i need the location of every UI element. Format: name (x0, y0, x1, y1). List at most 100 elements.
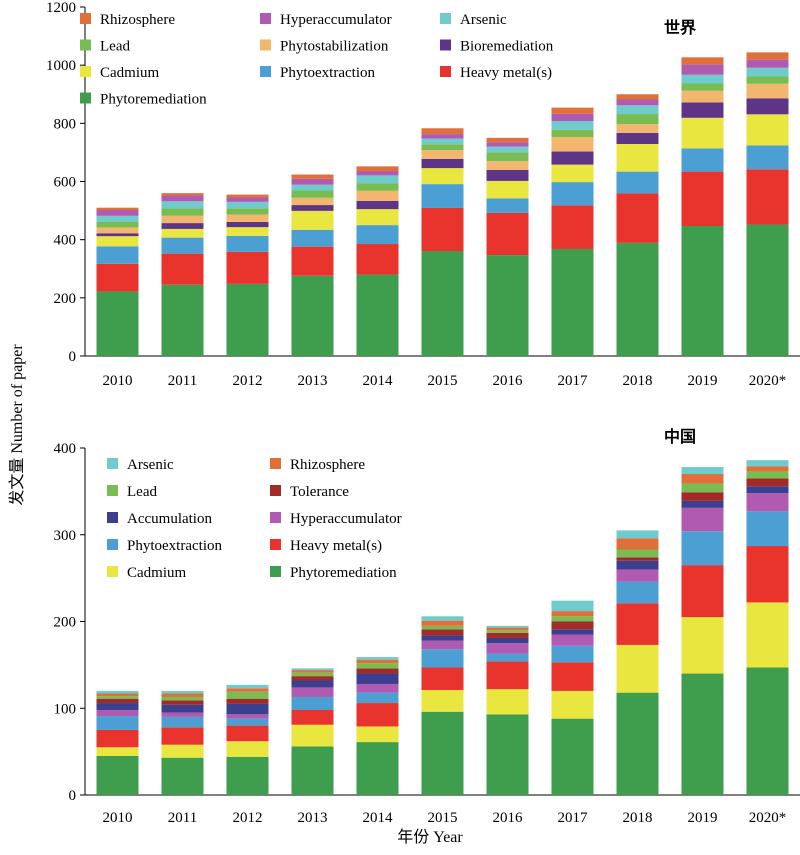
bar-segment-lead (422, 626, 464, 629)
bar-segment-phytoextraction (487, 654, 529, 662)
legend-item: Heavy metal(s) (440, 65, 552, 81)
bar-segment-arsenic (552, 121, 594, 130)
bar-segment-tolerance (487, 633, 529, 638)
bar-segment-accumulation (617, 561, 659, 570)
legend-swatch (270, 485, 281, 496)
x-tick-label: 2011 (168, 373, 197, 389)
bar-segment-phytostabilization (552, 137, 594, 152)
bar-segment-phytoremediation (227, 284, 269, 356)
bar-segment-lead (422, 144, 464, 150)
bar-segment-lead (292, 191, 334, 198)
bar-segment-phytoextraction (97, 246, 139, 263)
legend-label: Phytoremediation (290, 565, 397, 581)
bar-segment-hyperaccumulator (747, 60, 789, 68)
bar-segment-cadmium (682, 118, 724, 149)
bar-segment-phytoremediation (682, 226, 724, 356)
x-tick-label: 2013 (298, 373, 328, 389)
legend-label: Lead (127, 484, 157, 500)
bar-segment-cadmium (617, 144, 659, 172)
bar-segment-cadmium (552, 691, 594, 719)
bar-segment-cadmium (97, 236, 139, 246)
bar-segment-phytoextraction (422, 184, 464, 208)
bar-segment-rhizosphere (552, 611, 594, 616)
legend-item: Hyperaccumulator (270, 511, 402, 527)
bar-segment-phytoremediation (422, 712, 464, 795)
x-tick-label: 2019 (688, 373, 718, 389)
bar-segment-phytoextraction (162, 238, 204, 254)
bar-segment-phytostabilization (682, 91, 724, 103)
bar-segment-lead (487, 152, 529, 161)
x-tick-label: 2014 (363, 373, 394, 389)
bar-segment-phytoremediation (682, 674, 724, 795)
bar-segment-accumulation (552, 629, 594, 634)
bar-segment-lead (97, 696, 139, 699)
bar-segment-phytoremediation (292, 276, 334, 356)
legend-item: Phytostabilization (260, 39, 389, 55)
bar-segment-hyperaccumulator (747, 493, 789, 511)
y-tick-label: 600 (54, 175, 77, 191)
x-tick-label: 2017 (558, 810, 589, 826)
bar-segment-heavy-metal-s- (487, 213, 529, 255)
bar-segment-tolerance (747, 478, 789, 486)
bar-segment-heavy-metal-s- (162, 727, 204, 744)
bar-segment-phytoremediation (162, 758, 204, 795)
x-tick-label: 2015 (428, 373, 458, 389)
legend-label: Bioremediation (460, 39, 554, 55)
y-axis-label: 发文量 Number of paper (8, 344, 26, 506)
legend-item: Lead (107, 484, 157, 500)
bar-segment-tolerance (162, 700, 204, 704)
bar-segment-hyperaccumulator (422, 134, 464, 138)
legend-swatch (270, 566, 281, 577)
bar-segment-bioremediation (487, 170, 529, 181)
legend-item: Cadmium (80, 65, 159, 81)
y-tick-label: 300 (54, 528, 77, 544)
bar-segment-rhizosphere (487, 138, 529, 142)
legend-label: Rhizosphere (290, 457, 365, 473)
bar-segment-rhizosphere (747, 52, 789, 59)
bar-segment-phytoremediation (552, 719, 594, 795)
bar-segment-rhizosphere (227, 195, 269, 198)
bar-segment-cadmium (162, 229, 204, 238)
x-axis-label: 年份 Year (397, 828, 463, 846)
bar-segment-lead (227, 208, 269, 214)
bar-segment-heavy-metal-s- (357, 703, 399, 726)
bar-segment-phytoextraction (97, 716, 139, 730)
bar-segment-cadmium (357, 726, 399, 742)
bar-segment-rhizosphere (292, 175, 334, 179)
bar-segment-rhizosphere (552, 108, 594, 114)
legend-swatch (107, 485, 118, 496)
bar-segment-arsenic (747, 460, 789, 466)
bar-segment-phytoremediation (227, 757, 269, 795)
y-tick-label: 1000 (46, 58, 76, 74)
panel-title: 世界 (664, 19, 696, 37)
bar-segment-cadmium (747, 114, 789, 145)
bar-segment-accumulation (682, 501, 724, 508)
bar-segment-hyperaccumulator (292, 179, 334, 185)
x-tick-label: 2016 (493, 373, 524, 389)
y-tick-label: 800 (54, 116, 77, 132)
x-tick-label: 2020* (749, 373, 787, 389)
bar-segment-hyperaccumulator (552, 114, 594, 121)
legend-item: Accumulation (107, 511, 212, 527)
legend-label: Heavy metal(s) (290, 538, 382, 554)
legend-item: Heavy metal(s) (270, 538, 382, 554)
legend-swatch (80, 93, 91, 104)
bar-segment-hyperaccumulator (97, 710, 139, 716)
bar-segment-lead (747, 471, 789, 478)
bar-segment-heavy-metal-s- (552, 662, 594, 691)
bar-segment-arsenic (357, 175, 399, 183)
bar-segment-hyperaccumulator (227, 714, 269, 718)
bar-segment-hyperaccumulator (617, 99, 659, 105)
legend-label: Phytoremediation (100, 92, 207, 108)
bar-segment-rhizosphere (162, 694, 204, 697)
y-tick-label: 200 (54, 615, 77, 631)
legend-swatch (107, 458, 118, 469)
bar-segment-hyperaccumulator (682, 508, 724, 531)
y-tick-label: 100 (54, 701, 77, 717)
bar-segment-heavy-metal-s- (227, 252, 269, 284)
bar-segment-accumulation (487, 638, 529, 643)
legend-item: Bioremediation (440, 39, 554, 55)
bar-segment-hyperaccumulator (617, 569, 659, 581)
bar-segment-accumulation (747, 486, 789, 493)
